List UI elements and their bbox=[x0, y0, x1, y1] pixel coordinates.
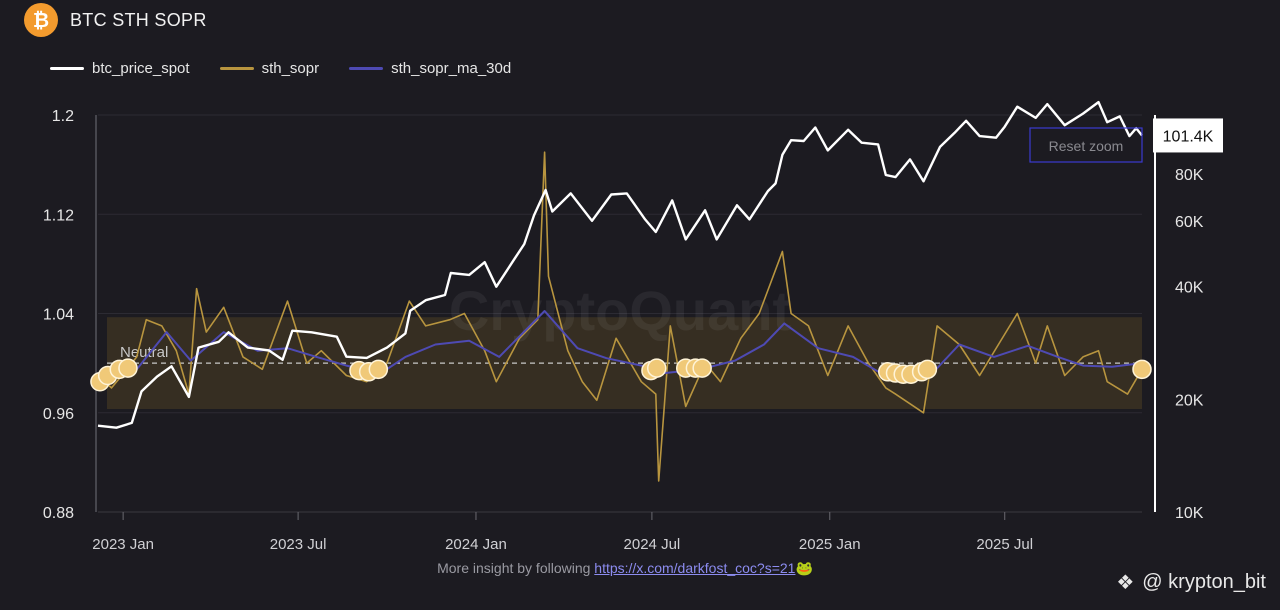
x-tick-label: 2024 Jan bbox=[445, 536, 507, 553]
btc-price-spot-line bbox=[97, 100, 1143, 429]
credit-handle: @ krypton_bit bbox=[1142, 570, 1266, 593]
legend-swatch-sth-sopr-ma-30d bbox=[349, 67, 384, 70]
reset-zoom-button bbox=[1029, 127, 1143, 163]
signal-marker bbox=[692, 358, 712, 378]
y-right-tick-label: 60K bbox=[1175, 214, 1204, 231]
footer-link[interactable]: https://x.com/darkfost_coc?s=21 bbox=[594, 560, 796, 576]
y-right-tick-label: 80K bbox=[1175, 167, 1204, 184]
legend-label-sth-sopr: sth_sopr bbox=[261, 60, 320, 77]
y-left-tick-label: 1.2 bbox=[52, 108, 74, 125]
sth-sopr-line bbox=[97, 151, 1143, 482]
bitcoin-logo-icon: ₿ bbox=[24, 3, 58, 37]
legend-swatch-sth-sopr bbox=[219, 67, 254, 70]
signal-marker bbox=[368, 359, 389, 380]
y-right-tick-label: 20K bbox=[1175, 392, 1204, 409]
reset-zoom-label: Reset zoom bbox=[1049, 138, 1124, 154]
legend-label-sth-sopr-ma-30d: sth_sopr_ma_30d bbox=[391, 60, 512, 77]
legend-item-sth-sopr[interactable]: sth_sopr bbox=[219, 60, 320, 77]
x-tick-label: 2023 Jan bbox=[92, 536, 154, 553]
signal-marker bbox=[1132, 359, 1152, 380]
neutral-label: Neutral bbox=[120, 344, 168, 361]
legend-item-sth-sopr-ma-30d[interactable]: sth_sopr_ma_30d bbox=[349, 60, 511, 77]
signal-marker bbox=[118, 358, 138, 378]
x-tick-label: 2024 Jul bbox=[624, 536, 681, 553]
frog-icon: 🐸 bbox=[795, 560, 813, 576]
y-left-tick-label: 0.88 bbox=[43, 505, 74, 522]
x-tick-label: 2025 Jan bbox=[799, 536, 861, 553]
y-right-tick-label: 40K bbox=[1175, 280, 1204, 297]
legend-label-btc-price-spot: btc_price_spot bbox=[92, 60, 190, 77]
sth-sopr-ma-30d-line bbox=[97, 310, 1143, 383]
y-left-tick-label: 1.04 bbox=[43, 307, 74, 324]
chart-header: ₿ BTC STH SOPR bbox=[24, 2, 207, 38]
chart-title: BTC STH SOPR bbox=[70, 9, 207, 30]
footer-text: More insight by following bbox=[437, 560, 591, 576]
diamond-logo-icon: ❖ bbox=[1116, 570, 1135, 594]
y-left-tick-label: 0.96 bbox=[43, 406, 74, 423]
last-value-box bbox=[1153, 118, 1223, 153]
last-value-label: 101.4K bbox=[1163, 128, 1214, 145]
chart-legend: btc_price_spot sth_sopr sth_sopr_ma_30d bbox=[50, 60, 511, 77]
x-tick-label: 2023 Jul bbox=[270, 536, 327, 553]
signal-marker bbox=[917, 359, 938, 380]
legend-swatch-btc-price-spot bbox=[50, 67, 84, 70]
legend-item-btc-price-spot[interactable]: btc_price_spot bbox=[50, 60, 190, 77]
watermark: CryptoQuant bbox=[449, 279, 791, 342]
signal-marker bbox=[646, 358, 667, 378]
credit-watermark: ❖ @ krypton_bit bbox=[1116, 570, 1266, 594]
x-tick-label: 2025 Jul bbox=[976, 536, 1033, 553]
y-left-tick-label: 1.12 bbox=[43, 207, 74, 224]
y-right-tick-label: 10K bbox=[1175, 505, 1204, 522]
footer-note: More insight by following https://x.com/… bbox=[0, 560, 1250, 577]
